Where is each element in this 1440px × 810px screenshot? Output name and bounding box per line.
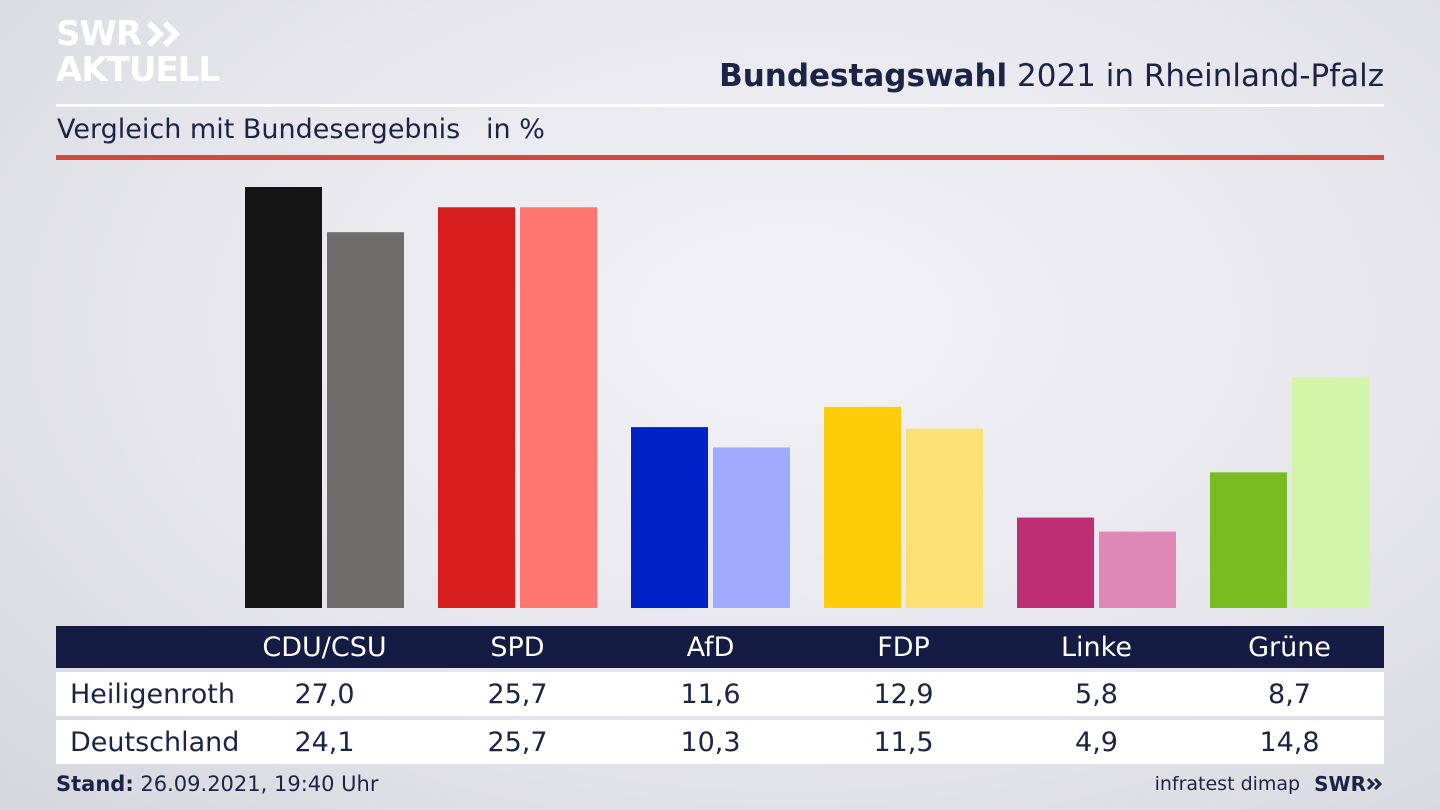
table-header: CDU/CSU SPD AfD FDP Linke Grüne xyxy=(56,626,1384,668)
column-header: Linke xyxy=(1061,631,1132,663)
chevrons-icon xyxy=(147,20,181,48)
bar-0-3 xyxy=(824,406,901,608)
row-label: Deutschland xyxy=(70,726,240,758)
value-cell: 27,0 xyxy=(294,678,355,710)
swr-aktuell-logo: SWR AKTUELL xyxy=(56,14,220,90)
value-cell: 25,7 xyxy=(487,726,548,758)
value-cell: 11,6 xyxy=(680,678,741,710)
results-table: CDU/CSU SPD AfD FDP Linke Grüne Heiligenroth … xyxy=(56,626,1384,764)
timestamp: Stand: 26.09.2021, 19:40 Uhr xyxy=(56,772,379,796)
bar-1-5 xyxy=(1292,377,1369,608)
column-header: Grüne xyxy=(1248,631,1331,663)
accent-divider xyxy=(56,155,1384,160)
value-cell: 8,7 xyxy=(1268,678,1311,710)
bar-1-2 xyxy=(713,447,790,608)
source-text: infratest dimap xyxy=(1154,773,1301,795)
value-cell: 11,5 xyxy=(873,726,934,758)
stand-label: Stand: xyxy=(56,772,134,796)
bar-0-2 xyxy=(631,427,708,608)
column-header: CDU/CSU xyxy=(262,631,387,663)
value-cell: 24,1 xyxy=(294,726,355,758)
footer-swr-logo: SWR xyxy=(1314,772,1384,796)
footer-chevrons-icon xyxy=(1366,777,1383,791)
bar-0-5 xyxy=(1210,472,1287,608)
value-cell: 5,8 xyxy=(1075,678,1118,710)
value-cell: 14,8 xyxy=(1259,726,1320,758)
title-strong: Bundestagswahl xyxy=(719,58,1008,94)
bar-0-0 xyxy=(245,187,322,608)
page-title: Bundestagswahl 2021 in Rheinland-Pfalz xyxy=(719,58,1384,94)
value-cell: 4,9 xyxy=(1075,726,1118,758)
row-label: Heiligenroth xyxy=(70,678,236,710)
table-row: Deutschland 24,1 25,7 10,3 11,5 4,9 14,8 xyxy=(56,720,1384,764)
bar-1-3 xyxy=(906,428,983,608)
bar-1-4 xyxy=(1099,531,1176,608)
table-row: Heiligenroth 27,0 25,7 11,6 12,9 5,8 8,7 xyxy=(56,672,1384,716)
column-header: FDP xyxy=(877,631,930,663)
bar-0-1 xyxy=(438,207,515,608)
value-cell: 12,9 xyxy=(873,678,934,710)
bar-1-1 xyxy=(520,207,597,608)
value-cell: 25,7 xyxy=(487,678,548,710)
logo-aktuell-text: AKTUELL xyxy=(56,50,220,90)
logo-swr-text: SWR xyxy=(56,14,142,54)
column-header: SPD xyxy=(490,631,545,663)
chart-subtitle: Vergleich mit Bundesergebnis in % xyxy=(57,114,545,145)
bar-0-4 xyxy=(1017,517,1094,608)
value-cell: 10,3 xyxy=(680,726,741,758)
title-rest: 2021 in Rheinland-Pfalz xyxy=(1007,58,1384,94)
bar-1-0 xyxy=(327,232,404,609)
stand-value: 26.09.2021, 19:40 Uhr xyxy=(133,772,379,796)
column-header: AfD xyxy=(686,631,735,663)
source-credit: infratest dimap SWR xyxy=(1155,772,1384,796)
header-divider xyxy=(56,104,1384,107)
